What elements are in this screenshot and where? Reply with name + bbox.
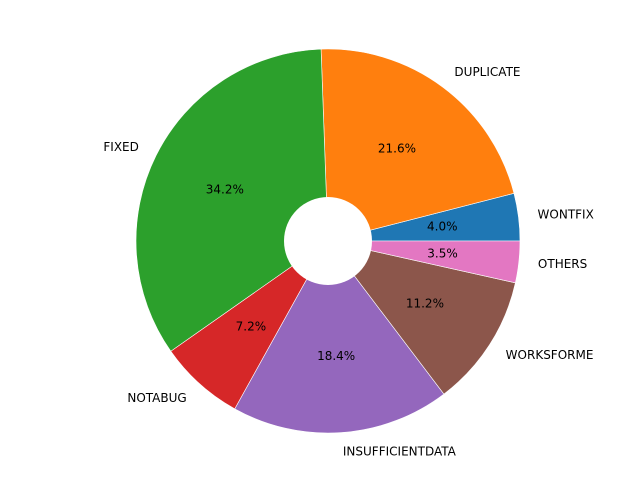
percent-label-wontfix: 4.0%	[427, 220, 458, 234]
percent-label-worksforme: 11.2%	[406, 296, 444, 310]
pie-slices	[135, 48, 521, 434]
slice-label-duplicate: DUPLICATE	[454, 65, 520, 79]
pie-slice-duplicate	[320, 48, 515, 242]
pie-slice-worksforme	[327, 240, 516, 395]
percent-label-others: 3.5%	[427, 247, 458, 261]
percent-label-insufficientdata: 18.4%	[317, 349, 355, 363]
slice-label-notabug: NOTABUG	[127, 391, 186, 405]
slice-label-worksforme: WORKSFORME	[506, 348, 594, 362]
pie-slice-insufficientdata	[234, 240, 445, 434]
slice-label-insufficientdata: INSUFFICIENTDATA	[343, 445, 457, 459]
percent-label-fixed: 34.2%	[206, 183, 244, 197]
slice-label-others: OTHERS	[538, 257, 587, 271]
slice-label-wontfix: WONTFIX	[538, 208, 594, 222]
pie-slice-fixed	[135, 48, 329, 352]
percent-label-duplicate: 21.6%	[378, 142, 416, 156]
slice-labels: WONTFIX 4.0% DUPLICATE 21.6% FIXED 34.2% NOTAB…	[103, 65, 593, 459]
slice-label-fixed: FIXED	[103, 140, 138, 154]
percent-label-notabug: 7.2%	[236, 320, 267, 334]
pie-slice-others	[327, 240, 521, 284]
donut-hole	[284, 197, 372, 285]
